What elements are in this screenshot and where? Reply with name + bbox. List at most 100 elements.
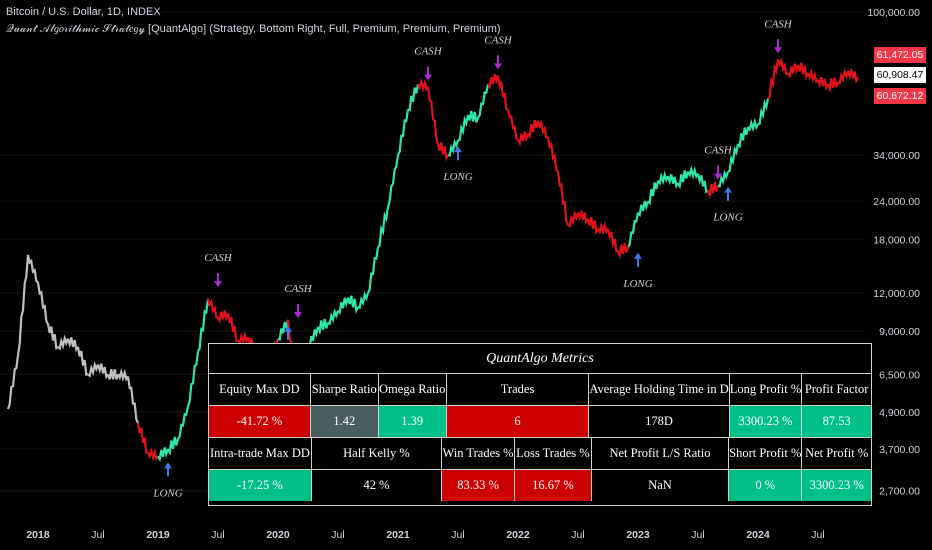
price-segment [627,212,640,248]
price-segment [576,210,589,225]
price-segment [776,57,789,76]
price-segment [217,310,230,324]
price-segment [357,291,370,310]
x-tick-label: 2022 [506,529,530,541]
y-tick-label: 2,700.00 [879,486,920,498]
cash-signal-label: CASH [204,252,233,264]
price-segment [186,351,200,407]
long-signal-label: LONG [152,487,182,499]
net-profit-ls-value: NaN [590,469,730,501]
net-profit-label: Net Profit % [801,437,871,470]
indicator-legend[interactable]: 𝒬𝓊𝒶𝓃𝓉 𝒜𝓁𝑔𝑜𝓇𝒾𝓉𝒽𝓂𝒾𝒸 𝒮𝓉𝓇𝒶𝓉𝑒𝑔𝓎 [QuantAlgo] (… [6,23,501,35]
cash-signal-label: CASH [764,18,793,30]
cash-signal-label: CASH [414,46,443,58]
price-segment [457,114,470,142]
trades-value: 6 [445,405,590,437]
trades-label: Trades [445,374,590,406]
price-segment [126,376,139,424]
price-segment [76,346,89,377]
price-segment [816,76,829,91]
x-tick-label: Jul [691,529,704,541]
long-arrow-icon [724,186,732,201]
x-tick-label: Jul [451,529,464,541]
cash-signal-label: CASH [284,283,313,295]
price-segment [277,319,290,342]
price-segment [496,75,509,111]
price-segment [316,318,330,336]
price-segment [556,171,570,226]
price-segment [436,142,449,162]
price-segment [26,254,39,284]
equity-max-dd-label: Equity Max DD [209,374,311,406]
half-kelly-value: 42 % [310,469,443,501]
cash-arrow-icon [494,55,502,70]
price-segment [447,138,460,157]
y-tick-label: 24,000.00 [873,196,920,208]
intra-trade-max-dd-value: -17.25 % [209,469,312,501]
x-tick-label: 2020 [266,529,290,541]
price-segment [87,360,100,378]
y-tick-label: 4,900.00 [879,407,920,419]
price-segment [16,254,30,356]
long-signal-label: LONG [442,171,472,183]
x-tick-label: Jul [91,529,104,541]
price-segment [477,83,490,119]
price-segment [167,436,180,456]
x-tick-label: 2018 [26,529,50,541]
price-segment [637,200,650,218]
price-segment [837,67,850,85]
price-segment [757,98,770,125]
price-segment [226,313,239,343]
win-trades-label: Win Trades % [441,437,515,470]
price-segment [106,369,120,380]
win-trades-value: 83.33 % [441,469,515,501]
price-segment [506,109,519,141]
cash-arrow-icon [774,39,782,54]
price-segment [57,334,70,351]
price-segment [466,110,480,123]
x-tick-label: 2023 [626,529,650,541]
price-segment [117,367,129,383]
y-tick-label: 3,700.00 [879,444,920,456]
net-profit-ls-label: Net Profit L/S Ratio [590,437,730,470]
price-tag-last: 60,908.47 [874,67,926,83]
price-segment [46,323,59,350]
cash-arrow-icon [714,165,722,180]
short-profit-label: Short Profit % [728,437,803,470]
loss-trades-value: 16.67 % [514,469,592,501]
price-segment [157,447,170,463]
sharpe-ratio-label: Sharpe Ratio [309,374,379,406]
long-arrow-icon [164,462,172,477]
x-tick-label: 2019 [146,529,170,541]
price-segment [417,77,429,93]
price-segment [647,180,660,206]
price-segment [527,119,540,140]
price-tag-high: 61,472.05 [874,47,926,63]
price-segment [747,117,759,133]
avg-holding-time-label: Average Holding Time in D [588,374,730,406]
profit-factor-label: Profit Factor [801,374,871,406]
y-tick-label: 34,000.00 [873,150,920,162]
cash-arrow-icon [294,303,302,318]
x-tick-label: Jul [811,529,824,541]
price-segment [147,446,159,462]
price-segment [487,74,500,90]
price-segment [327,307,340,326]
y-tick-label: 18,000.00 [873,234,920,246]
short-profit-value: 0 % [728,469,803,501]
y-tick-label: 9,000.00 [879,326,920,338]
price-segment [6,355,20,410]
x-tick-label: Jul [331,529,344,541]
y-axis: 100,000.00 34,000.00 24,000.00 18,000.00 12,… [867,7,920,498]
y-tick-label: 6,500.00 [879,369,920,381]
price-segment [517,131,530,147]
price-segment [196,298,210,353]
x-axis: 2018 Jul 2019 Jul 2020 Jul 2021 Jul 2022 Jul 2023 J… [26,529,824,541]
omega-ratio-label: Omega Ratio [377,374,447,406]
price-segment [706,182,720,199]
sharpe-ratio-value: 1.42 [309,405,379,437]
long-signal-label: LONG [622,278,652,290]
price-segment [767,59,780,100]
price-segment [597,221,609,236]
